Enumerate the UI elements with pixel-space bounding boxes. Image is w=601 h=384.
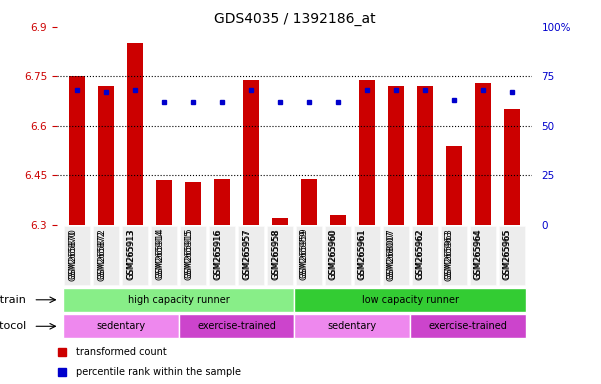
Text: strain: strain: [0, 295, 26, 305]
Bar: [475, 83, 490, 225]
Bar: [417, 86, 433, 225]
Text: exercise-trained: exercise-trained: [197, 321, 276, 331]
Text: protocol: protocol: [0, 321, 26, 331]
Text: GSM265958: GSM265958: [271, 228, 280, 278]
Text: GSM265961: GSM265961: [358, 228, 367, 278]
Text: GSM265872: GSM265872: [97, 228, 106, 279]
FancyBboxPatch shape: [469, 226, 496, 285]
Text: GSM265960: GSM265960: [329, 228, 338, 278]
Bar: [272, 218, 288, 225]
Bar: [388, 86, 404, 225]
Text: GSM265961: GSM265961: [358, 230, 367, 280]
Title: GDS4035 / 1392186_at: GDS4035 / 1392186_at: [214, 12, 375, 26]
FancyBboxPatch shape: [325, 226, 351, 285]
FancyBboxPatch shape: [354, 226, 380, 285]
Text: GSM265962: GSM265962: [416, 228, 425, 278]
Text: GSM265962: GSM265962: [416, 230, 425, 280]
Bar: [214, 179, 230, 225]
FancyBboxPatch shape: [180, 226, 206, 285]
Text: GSM265916: GSM265916: [213, 230, 222, 280]
Bar: [359, 79, 375, 225]
FancyBboxPatch shape: [410, 314, 526, 338]
FancyBboxPatch shape: [499, 226, 525, 285]
Text: low capacity runner: low capacity runner: [362, 295, 459, 305]
FancyBboxPatch shape: [383, 226, 409, 285]
FancyBboxPatch shape: [93, 226, 120, 285]
Bar: [99, 86, 114, 225]
Bar: [69, 76, 85, 225]
Text: GSM265957: GSM265957: [242, 228, 251, 278]
Bar: [504, 109, 520, 225]
Text: GSM265957: GSM265957: [242, 230, 251, 280]
FancyBboxPatch shape: [151, 226, 177, 285]
Text: GSM265959: GSM265959: [300, 230, 309, 280]
FancyBboxPatch shape: [178, 314, 294, 338]
Bar: [127, 43, 143, 225]
Text: exercise-trained: exercise-trained: [429, 321, 508, 331]
Bar: [330, 215, 346, 225]
FancyBboxPatch shape: [64, 226, 90, 285]
Text: GSM265960: GSM265960: [329, 230, 338, 280]
FancyBboxPatch shape: [63, 314, 178, 338]
Text: GSM265963: GSM265963: [445, 230, 454, 281]
Text: GSM265872: GSM265872: [97, 230, 106, 281]
Bar: [446, 146, 462, 225]
FancyBboxPatch shape: [441, 226, 467, 285]
Text: GSM265958: GSM265958: [271, 230, 280, 280]
Text: GSM265916: GSM265916: [213, 228, 222, 278]
Text: GSM265964: GSM265964: [474, 228, 483, 278]
Text: high capacity runner: high capacity runner: [128, 295, 230, 305]
FancyBboxPatch shape: [296, 226, 322, 285]
Text: GSM265965: GSM265965: [502, 230, 511, 280]
FancyBboxPatch shape: [294, 288, 526, 312]
Bar: [156, 180, 172, 225]
Bar: [243, 79, 259, 225]
Text: GSM265870: GSM265870: [69, 228, 78, 279]
Text: transformed count: transformed count: [76, 347, 167, 357]
Text: sedentary: sedentary: [96, 321, 145, 331]
FancyBboxPatch shape: [238, 226, 264, 285]
Text: sedentary: sedentary: [328, 321, 377, 331]
FancyBboxPatch shape: [209, 226, 235, 285]
FancyBboxPatch shape: [267, 226, 293, 285]
Text: GSM265964: GSM265964: [474, 230, 483, 280]
Text: GSM265915: GSM265915: [184, 228, 193, 278]
Text: GSM268007: GSM268007: [387, 230, 396, 281]
Text: GSM265959: GSM265959: [300, 228, 309, 278]
FancyBboxPatch shape: [412, 226, 438, 285]
Bar: [301, 179, 317, 225]
Text: GSM265870: GSM265870: [69, 230, 78, 281]
Text: GSM265914: GSM265914: [155, 230, 164, 280]
Text: GSM265913: GSM265913: [126, 228, 135, 278]
Text: percentile rank within the sample: percentile rank within the sample: [76, 367, 241, 377]
Bar: [185, 182, 201, 225]
FancyBboxPatch shape: [294, 314, 410, 338]
Text: GSM265963: GSM265963: [445, 228, 454, 279]
FancyBboxPatch shape: [63, 288, 294, 312]
Text: GSM265965: GSM265965: [502, 228, 511, 278]
Text: GSM265913: GSM265913: [126, 230, 135, 280]
Text: GSM265915: GSM265915: [184, 230, 193, 280]
Text: GSM268007: GSM268007: [387, 228, 396, 279]
FancyBboxPatch shape: [122, 226, 148, 285]
Text: GSM265914: GSM265914: [155, 228, 164, 278]
